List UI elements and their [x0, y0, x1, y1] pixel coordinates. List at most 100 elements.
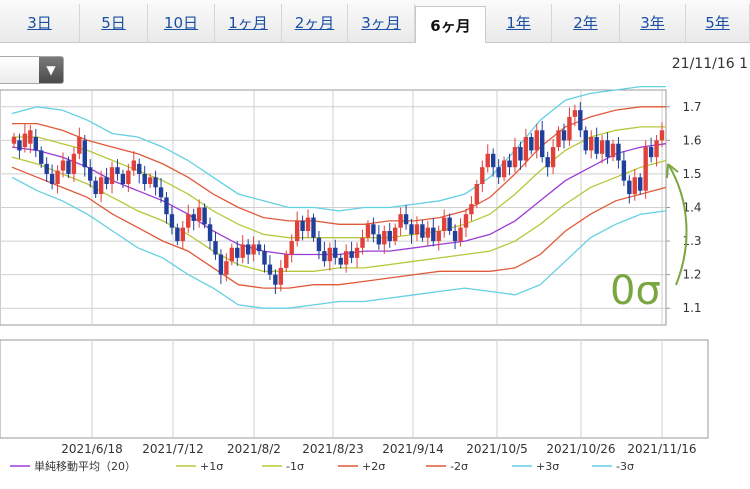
- candle-body-104: [578, 110, 583, 131]
- candle-body-51: [289, 241, 294, 255]
- candle-body-22: [131, 160, 136, 171]
- candle-body-57: [322, 251, 327, 262]
- candle-body-76: [425, 227, 431, 238]
- candle-body-14: [88, 167, 93, 181]
- candle-body-53: [300, 220, 305, 231]
- candle-body-49: [278, 267, 284, 285]
- candle-body-63: [354, 247, 360, 258]
- candle-body-99: [550, 147, 556, 168]
- candle-body-24: [142, 173, 147, 184]
- candle-body-52: [294, 220, 300, 242]
- candle-body-4: [33, 137, 38, 151]
- candle-body-71: [398, 214, 403, 228]
- candle-body-1: [17, 140, 22, 151]
- candle-body-70: [392, 227, 398, 242]
- candle-body-85: [474, 184, 480, 205]
- candle-body-47: [267, 264, 273, 275]
- candle-body-44: [251, 244, 256, 255]
- candle-body-114: [632, 177, 637, 195]
- candle-body-115: [638, 177, 643, 191]
- candle-body-74: [414, 224, 420, 235]
- candle-body-65: [365, 224, 371, 238]
- candle-body-19: [115, 167, 120, 174]
- tab-8[interactable]: 1年: [486, 4, 552, 42]
- candle-body-72: [403, 214, 409, 225]
- candle-body-5: [39, 150, 44, 164]
- candle-body-35: [202, 207, 207, 225]
- annotation-arrowhead: [666, 163, 679, 179]
- candle-body-3: [28, 130, 33, 144]
- period-tab-bar: 3日 5日 10日 1ヶ月 2ヶ月 3ヶ月 6ヶ月 1年 2年 3年 5年: [0, 0, 750, 43]
- candle-body-23: [137, 163, 142, 174]
- candle-body-111: [616, 143, 621, 161]
- candle-body-118: [654, 140, 659, 158]
- tab-9[interactable]: 2年: [552, 4, 620, 42]
- candle-body-98: [545, 157, 550, 168]
- legend-label: -1σ: [286, 460, 304, 473]
- candle-body-69: [387, 231, 392, 242]
- candle-body-93: [518, 147, 523, 161]
- candle-body-38: [218, 254, 224, 275]
- candle-body-79: [441, 217, 447, 231]
- candle-body-77: [431, 227, 436, 242]
- chevron-down-icon[interactable]: ▼: [39, 57, 63, 83]
- candle-body-105: [583, 130, 588, 151]
- candle-body-88: [490, 153, 496, 168]
- candle-body-11: [71, 153, 77, 174]
- annotation-arrow: [667, 163, 688, 286]
- candle-body-108: [599, 140, 605, 154]
- candle-body-2: [22, 133, 28, 148]
- x-tick-label: 2021/7/12: [142, 442, 204, 456]
- tab-7[interactable]: 6ヶ月: [415, 6, 486, 43]
- candle-body-27: [158, 187, 164, 198]
- x-tick-label: 2021/8/2: [227, 442, 281, 456]
- candle-body-18: [109, 167, 115, 184]
- candle-body-0: [11, 137, 17, 144]
- candle-body-109: [605, 140, 610, 158]
- candle-body-95: [529, 137, 534, 151]
- sigma3-lower-line: [11, 176, 667, 309]
- candle-body-91: [507, 160, 512, 168]
- candle-body-68: [382, 231, 387, 245]
- x-tick-label: 2021/10/26: [546, 442, 615, 456]
- candle-body-31: [180, 227, 186, 242]
- candle-body-97: [540, 130, 545, 158]
- candle-body-116: [643, 147, 648, 191]
- chart-selector-dropdown[interactable]: ▼: [0, 56, 64, 84]
- tab-3[interactable]: 10日: [148, 4, 215, 42]
- candle-body-92: [512, 147, 518, 168]
- y-tick-label: 1.4: [682, 201, 701, 215]
- candle-body-36: [207, 224, 213, 242]
- candle-body-15: [93, 180, 98, 195]
- candle-body-56: [316, 237, 322, 252]
- candle-body-33: [191, 214, 196, 221]
- y-tick-label: 1.6: [682, 133, 701, 147]
- candle-body-66: [371, 224, 376, 235]
- candle-body-117: [648, 147, 654, 158]
- candle-body-94: [523, 137, 529, 161]
- y-tick-label: 1.2: [682, 268, 701, 282]
- legend-label: +1σ: [200, 460, 223, 473]
- candle-body-62: [349, 251, 354, 258]
- candle-body-103: [572, 110, 578, 117]
- candle-body-8: [55, 170, 60, 184]
- candle-body-40: [229, 247, 235, 262]
- candle-body-64: [360, 237, 365, 248]
- tab-6[interactable]: 3ヶ月: [348, 4, 415, 42]
- tab-2[interactable]: 5日: [80, 4, 148, 42]
- tab-1[interactable]: 3日: [0, 4, 80, 42]
- candle-body-82: [458, 227, 463, 242]
- sigma1-upper-line: [12, 126, 666, 239]
- tab-4[interactable]: 1ヶ月: [215, 4, 282, 42]
- tab-5[interactable]: 2ヶ月: [282, 4, 348, 42]
- candle-body-73: [409, 224, 414, 235]
- candle-body-7: [49, 173, 55, 184]
- candle-body-106: [589, 137, 594, 151]
- candle-body-96: [534, 130, 539, 151]
- tab-10[interactable]: 3年: [620, 4, 686, 42]
- candle-body-10: [66, 160, 71, 174]
- x-tick-label: 2021/6/18: [61, 442, 123, 456]
- candle-body-113: [627, 180, 632, 195]
- candle-body-107: [594, 137, 599, 154]
